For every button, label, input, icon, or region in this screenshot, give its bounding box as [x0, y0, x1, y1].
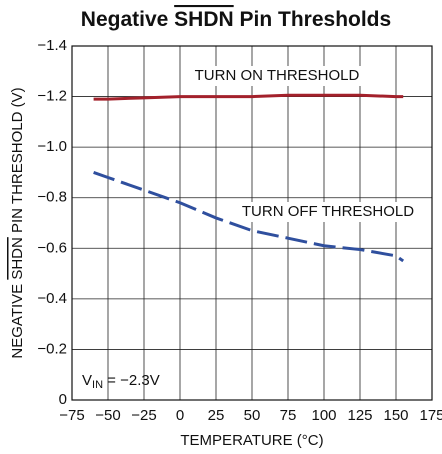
condition-subscript: IN	[92, 379, 103, 391]
series-line	[93, 93, 404, 101]
x-tick-label: 100	[311, 407, 336, 424]
x-tick-label: 175	[419, 407, 442, 424]
y-tick-label: −1.2	[37, 88, 67, 105]
condition-label: VIN = −2.3V	[82, 372, 160, 391]
chart-title: Negative SHDN Pin Thresholds	[81, 8, 391, 31]
ylabel-part: SHDN	[9, 237, 26, 280]
x-tick-label: 150	[383, 407, 408, 424]
y-tick-label: 0	[59, 391, 67, 408]
x-axis-label: TEMPERATURE (°C)	[180, 432, 323, 449]
label-bg	[185, 66, 369, 86]
series-label: TURN ON THRESHOLD	[195, 67, 360, 84]
y-axis-label: NEGATIVE SHDN PIN THRESHOLD (V)	[9, 87, 26, 358]
series-line	[93, 171, 405, 263]
x-tick-label: 50	[244, 407, 261, 424]
condition-symbol: V	[82, 372, 92, 389]
y-tick-label: −0.2	[37, 340, 67, 357]
x-tick-label: 25	[208, 407, 225, 424]
label-bg	[236, 202, 420, 222]
y-tick-label: −0.6	[37, 239, 67, 256]
plot-frame	[71, 45, 433, 401]
x-tick-label: −50	[95, 407, 120, 424]
x-tick-label: 0	[176, 407, 184, 424]
x-tick-label: −25	[131, 407, 156, 424]
x-tick-label: 75	[280, 407, 297, 424]
ylabel-part: PIN THRESHOLD (V)	[9, 87, 26, 237]
title-part: SHDN	[174, 8, 234, 31]
ylabel-part: NEGATIVE	[9, 280, 26, 359]
condition-text: = −2.3V	[103, 372, 160, 389]
title-part: Negative	[81, 8, 174, 31]
series-label: TURN OFF THRESHOLD	[242, 203, 414, 220]
y-tick-label: −1.0	[37, 138, 67, 155]
x-tick-label: −75	[59, 407, 84, 424]
y-tick-label: −1.4	[37, 37, 67, 54]
y-tick-label: −0.8	[37, 189, 67, 206]
title-part: Pin Thresholds	[234, 8, 392, 31]
x-tick-label: 125	[347, 407, 372, 424]
y-tick-label: −0.4	[37, 290, 67, 307]
